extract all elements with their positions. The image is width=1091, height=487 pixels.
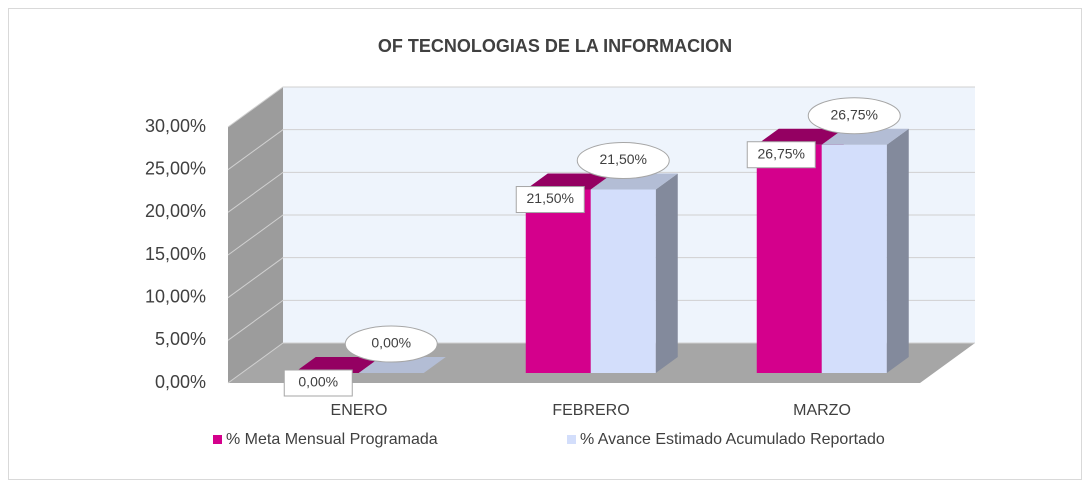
legend-swatch xyxy=(213,435,222,444)
grid-line xyxy=(227,257,975,299)
y-tick-label: 5,00% xyxy=(155,329,206,349)
y-tick-label: 10,00% xyxy=(145,286,206,306)
bar-front xyxy=(756,144,822,373)
bar-side xyxy=(655,173,678,373)
legend-swatch xyxy=(567,435,576,444)
bar-top xyxy=(293,357,381,373)
data-label: 21,50% xyxy=(527,190,574,206)
bar xyxy=(821,128,909,373)
legend-label: % Meta Mensual Programada xyxy=(226,431,438,448)
x-tick-label: FEBRERO xyxy=(552,402,629,419)
chart-title: OF TECNOLOGIAS DE LA INFORMACION xyxy=(378,36,732,56)
bar xyxy=(590,173,678,373)
label-bubble xyxy=(344,325,438,363)
bar-front xyxy=(590,189,656,373)
label-bubble xyxy=(576,142,670,180)
y-tick-label: 20,00% xyxy=(145,201,206,221)
grid-line xyxy=(227,86,975,128)
label-box xyxy=(746,141,816,169)
y-tick-label: 15,00% xyxy=(145,244,206,264)
grid-line xyxy=(227,342,975,384)
grid-line xyxy=(227,299,975,341)
label-box xyxy=(515,186,585,214)
bar-top xyxy=(756,128,844,145)
grid-line xyxy=(227,214,975,256)
grid-line xyxy=(227,171,975,213)
bar-front xyxy=(821,144,887,373)
bar xyxy=(293,357,381,373)
y-tick-label: 25,00% xyxy=(145,158,206,178)
legend-label: % Avance Estimado Acumulado Reportado xyxy=(580,431,885,448)
data-label: 21,50% xyxy=(600,151,647,167)
data-label: 26,75% xyxy=(831,106,878,122)
bar-top xyxy=(525,173,613,190)
data-label: 0,00% xyxy=(298,374,338,390)
grid-line xyxy=(227,129,975,171)
x-tick-label: MARZO xyxy=(793,402,851,419)
bar-front xyxy=(525,189,591,373)
label-bubble xyxy=(807,97,901,135)
y-tick-label: 30,00% xyxy=(145,116,206,136)
y-tick-label: 0,00% xyxy=(155,372,206,392)
bar-side xyxy=(886,128,909,373)
data-label: 0,00% xyxy=(371,335,411,351)
label-box xyxy=(283,369,353,397)
data-label: 26,75% xyxy=(758,145,805,161)
x-tick-label: ENERO xyxy=(331,402,388,419)
